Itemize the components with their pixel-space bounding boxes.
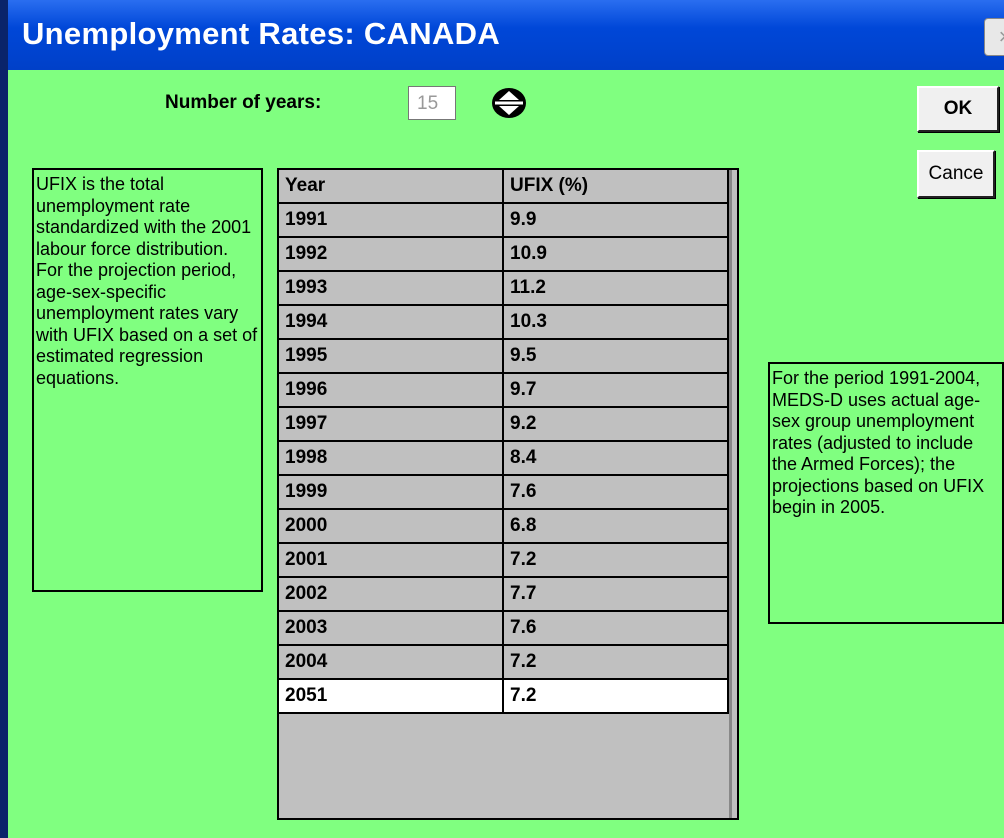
cancel-button[interactable]: Cance	[917, 150, 995, 198]
header-cell: UFIX (%)	[504, 170, 729, 204]
table-cell: 1996	[279, 374, 504, 408]
table-cell: 9.7	[504, 374, 729, 408]
table-cell: 8.4	[504, 442, 729, 476]
table-cell: 2003	[279, 612, 504, 646]
table-cell: 1992	[279, 238, 504, 272]
header-cell: Year	[279, 170, 504, 204]
table-cell: 1998	[279, 442, 504, 476]
table-cell: 9.9	[504, 204, 729, 238]
table-cell: 9.2	[504, 408, 729, 442]
years-input[interactable]: 15	[408, 86, 456, 120]
table-cell: 10.9	[504, 238, 729, 272]
table-cell: 11.2	[504, 272, 729, 306]
table-cell: 2051	[279, 680, 504, 714]
table-cell: 7.2	[504, 544, 729, 578]
table-cell: 2002	[279, 578, 504, 612]
spin-button[interactable]	[490, 86, 528, 120]
table-cell: 2004	[279, 646, 504, 680]
table-cell: 2000	[279, 510, 504, 544]
years-label: Number of years:	[165, 92, 322, 113]
table-cell: 7.6	[504, 476, 729, 510]
ufix-note: UFIX is the total unemployment rate stan…	[32, 168, 263, 592]
table-cell: 1999	[279, 476, 504, 510]
scroll-edge	[729, 170, 732, 818]
title-bar: Unemployment Rates: CANADA ×	[8, 0, 1004, 70]
table-cell: 1991	[279, 204, 504, 238]
table-cell: 10.3	[504, 306, 729, 340]
table-cell: 7.6	[504, 612, 729, 646]
table-cell: 7.2	[504, 646, 729, 680]
table-cell: 1993	[279, 272, 504, 306]
table-cell: 1995	[279, 340, 504, 374]
period-note: For the period 1991-2004, MEDS-D uses ac…	[768, 362, 1004, 624]
ok-button[interactable]: OK	[917, 86, 999, 132]
window-title: Unemployment Rates: CANADA	[22, 16, 501, 51]
table-cell: 2001	[279, 544, 504, 578]
table-cell: 6.8	[504, 510, 729, 544]
table-cell: 7.7	[504, 578, 729, 612]
table-cell: 1994	[279, 306, 504, 340]
table-cell: 9.5	[504, 340, 729, 374]
close-button[interactable]: ×	[984, 18, 1004, 56]
table-cell: 1997	[279, 408, 504, 442]
table-cell: 7.2	[504, 680, 729, 714]
data-table: Year UFIX (%) 1991 9.9 1992 10.9 1993 11.2 1994 1…	[277, 168, 739, 820]
